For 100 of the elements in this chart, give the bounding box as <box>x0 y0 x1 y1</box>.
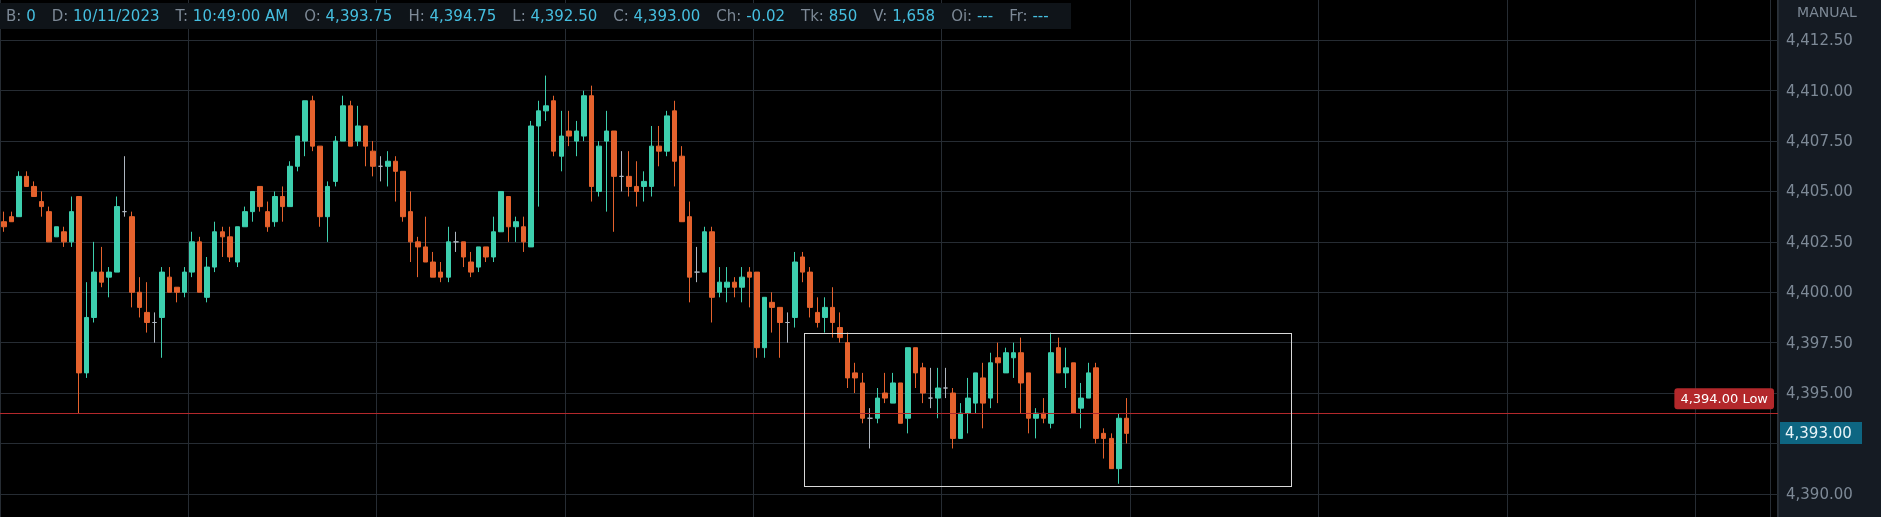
ref-line-label: 4,394.00 Low <box>1680 391 1769 407</box>
candlestick <box>1018 337 1024 414</box>
y-tick-label: 4,400.00 <box>1786 283 1853 302</box>
candlestick <box>528 120 534 248</box>
candlestick <box>1003 347 1009 374</box>
candlestick <box>656 125 662 167</box>
text: MANUAL <box>1796 4 1858 20</box>
candlestick <box>717 266 722 298</box>
candlestick <box>1101 427 1106 460</box>
candlestick <box>491 216 496 263</box>
candlestick <box>777 306 783 359</box>
candlestick <box>596 140 602 198</box>
candlestick <box>1041 397 1046 424</box>
candlestick <box>649 125 654 198</box>
candlestick <box>950 387 956 449</box>
candlestick <box>769 291 775 334</box>
candlestick <box>800 251 805 283</box>
annotation: Oi: --- <box>951 7 994 25</box>
candlestick <box>197 236 202 293</box>
candlestick <box>84 281 89 379</box>
annotation: T: 10:49:00 AM <box>175 7 289 25</box>
candlestick <box>302 100 308 157</box>
candlestick <box>619 150 624 192</box>
candlestick <box>611 130 617 233</box>
candlestick <box>1109 432 1114 470</box>
candlestick <box>400 170 406 223</box>
candlestick <box>99 246 104 288</box>
annotation: L: 4,392.50 <box>512 7 598 25</box>
candlestick <box>438 261 443 283</box>
candlestick <box>182 266 187 298</box>
annotation: B: 0 <box>6 7 36 25</box>
candlestick <box>785 311 790 344</box>
candlestick <box>54 226 59 238</box>
candlestick <box>536 100 541 208</box>
candlestick <box>1078 382 1084 429</box>
candlestick <box>280 185 285 223</box>
candlestick <box>204 256 210 303</box>
candlestick <box>1026 372 1031 434</box>
candlestick <box>852 362 858 394</box>
candlestick <box>988 352 993 409</box>
candlestick <box>687 201 692 303</box>
candlestick <box>724 266 730 303</box>
candlestick <box>965 377 971 434</box>
candlestick <box>106 266 112 298</box>
candlestick <box>189 231 195 278</box>
candlestick <box>913 347 918 389</box>
candlestick <box>935 367 941 419</box>
candlestick <box>24 170 29 187</box>
candlestick <box>521 216 526 253</box>
candlestick <box>31 180 37 198</box>
candlestick <box>453 231 459 253</box>
candlestick <box>348 100 353 147</box>
candlestick <box>220 226 225 258</box>
candlestick <box>1056 337 1061 374</box>
candlestick <box>310 95 315 152</box>
candlestick <box>423 216 428 263</box>
candlestick <box>860 372 865 424</box>
candlestick <box>995 342 1001 404</box>
candlestick <box>137 276 142 318</box>
candlestick <box>340 95 346 142</box>
candlestick <box>257 185 263 213</box>
candlestick <box>91 241 97 323</box>
y-tick-label: 4,397.50 <box>1786 333 1853 352</box>
candlestick <box>167 266 172 293</box>
annotation: D: 10/11/2023 <box>51 7 160 25</box>
candlestick <box>212 221 217 273</box>
candlestick <box>792 251 798 329</box>
candlestick <box>1033 407 1039 439</box>
candlestick <box>498 190 504 233</box>
y-tick-label: 4,390.00 <box>1786 484 1853 503</box>
candlestick <box>461 241 466 268</box>
annotation: H: 4,394.75 <box>408 7 497 25</box>
candlestick <box>958 402 963 439</box>
candlestick <box>114 196 120 273</box>
annotation: C: 4,393.00 <box>613 7 701 25</box>
candlestick <box>1093 362 1099 444</box>
candlestick <box>235 226 240 268</box>
candlestick <box>973 372 978 414</box>
candlestick <box>61 226 67 248</box>
candlestick <box>272 190 278 228</box>
candlestick <box>581 90 587 142</box>
candlestick <box>468 251 474 278</box>
candlestick <box>483 246 489 263</box>
candlestick <box>287 160 293 208</box>
candlestick <box>1 211 7 233</box>
candlestick <box>928 367 933 409</box>
candlestick <box>890 372 896 404</box>
annotation: Fr: --- <box>1009 7 1049 25</box>
candlestick <box>363 125 368 167</box>
candlestick <box>732 276 737 298</box>
candlestick <box>370 140 376 177</box>
candlestick <box>641 170 647 203</box>
candlestick <box>378 155 383 182</box>
y-tick-label: 4,405.00 <box>1786 182 1853 201</box>
candlestick <box>393 155 398 203</box>
annotation: Tk: 850 <box>800 7 858 25</box>
candlestick <box>980 362 986 429</box>
candlestick <box>476 246 481 273</box>
candlestick <box>822 296 828 334</box>
candlestick <box>46 206 52 243</box>
